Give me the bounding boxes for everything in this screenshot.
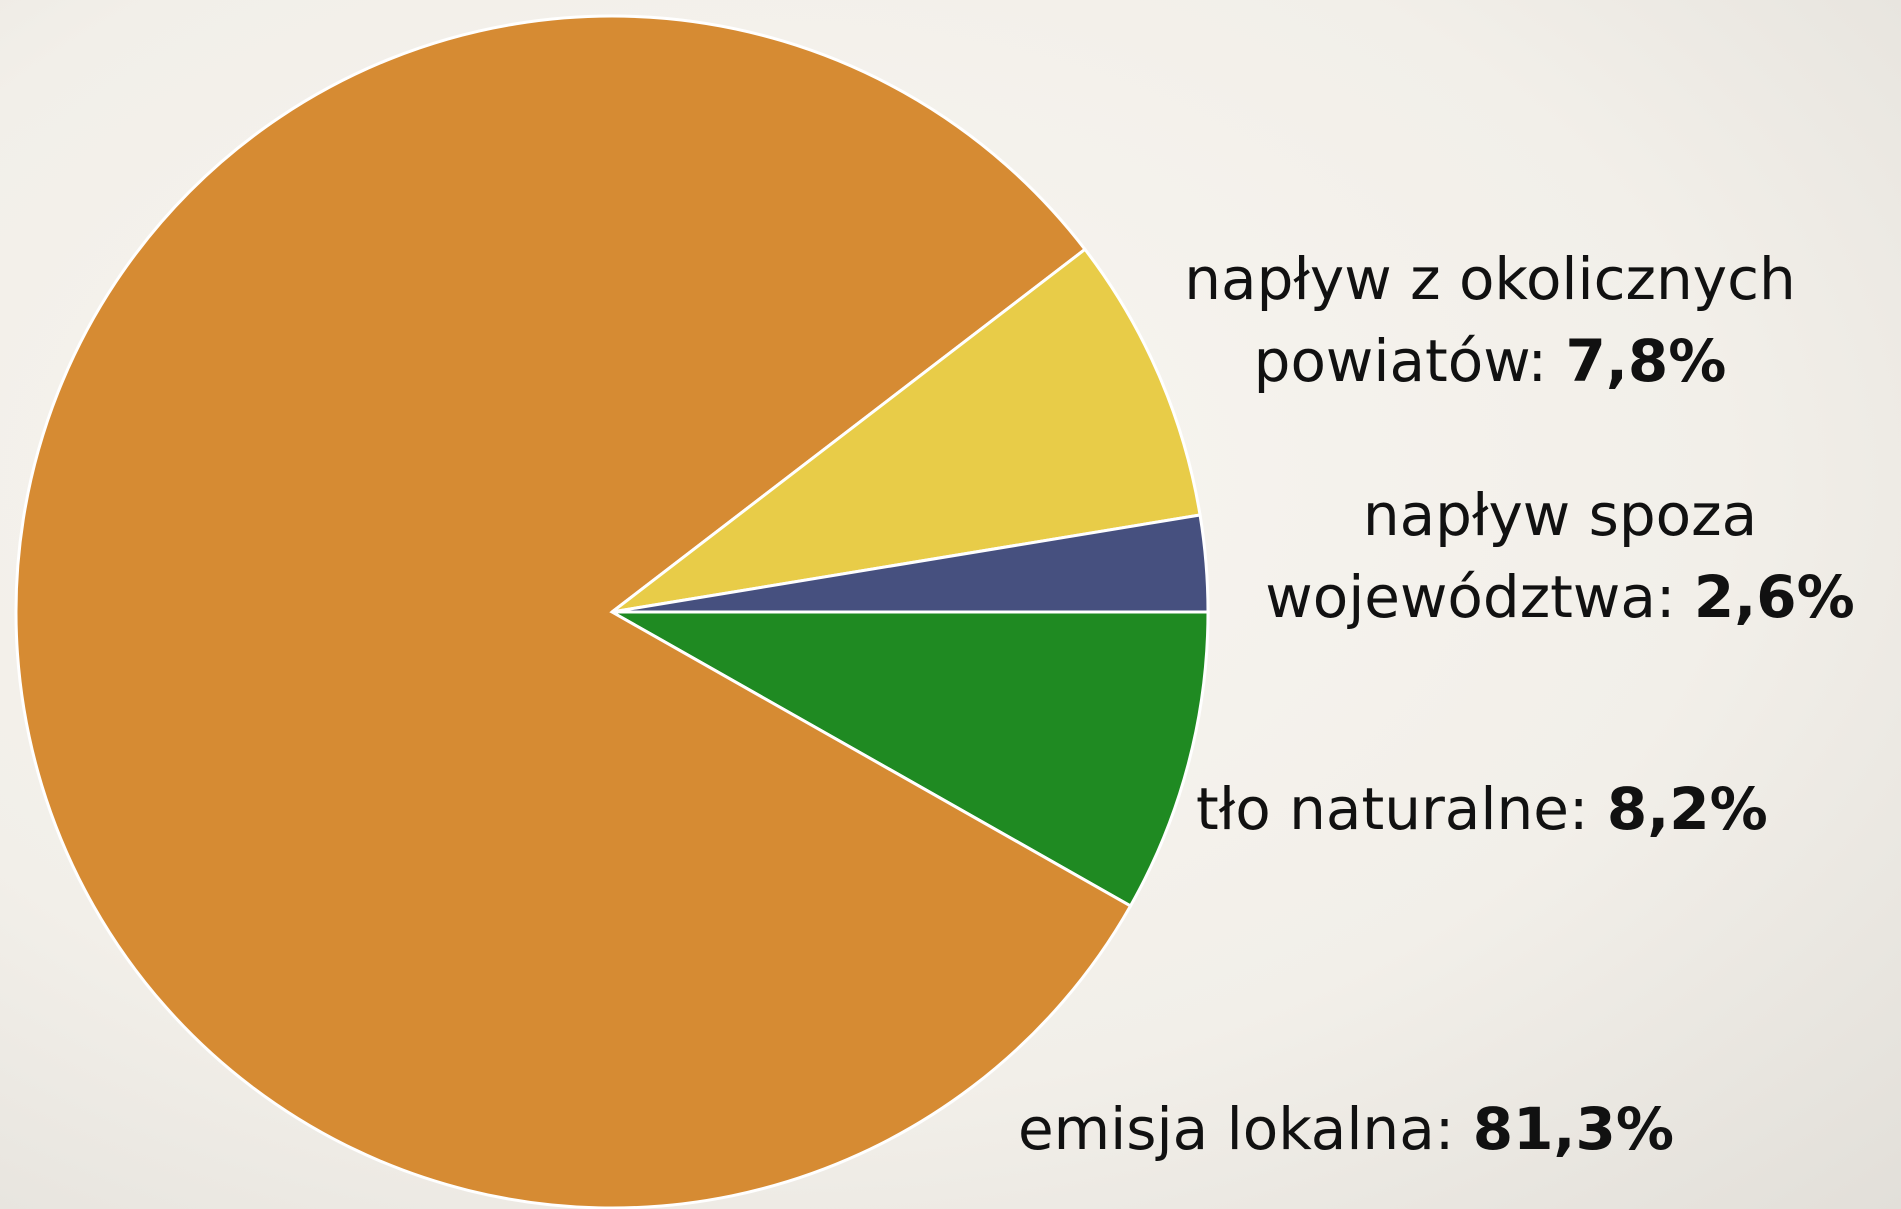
slice-label: emisja lokalna: 81,3% (1018, 1088, 1674, 1170)
label-value: 8,2% (1606, 775, 1768, 843)
label-name: emisja lokalna: (1018, 1095, 1455, 1163)
label-name: napływ z okolicznych powiatów: (1184, 245, 1796, 395)
pie-slice (611, 513, 1210, 614)
label-name: tło naturalne: (1196, 775, 1589, 843)
pie-slice (606, 610, 1210, 908)
label-name: napływ spoza województwa: (1265, 481, 1758, 631)
slice-label: napływ spoza województwa: 2,6% (1225, 474, 1895, 638)
pie-slice (14, 14, 1133, 1209)
slice-label: napływ z okolicznych powiatów: 7,8% (1140, 238, 1840, 402)
label-value: 7,8% (1565, 327, 1727, 395)
label-value: 2,6% (1693, 563, 1855, 631)
label-value: 81,3% (1472, 1095, 1674, 1163)
pie-slice (611, 247, 1202, 614)
slice-label: tło naturalne: 8,2% (1196, 768, 1768, 850)
